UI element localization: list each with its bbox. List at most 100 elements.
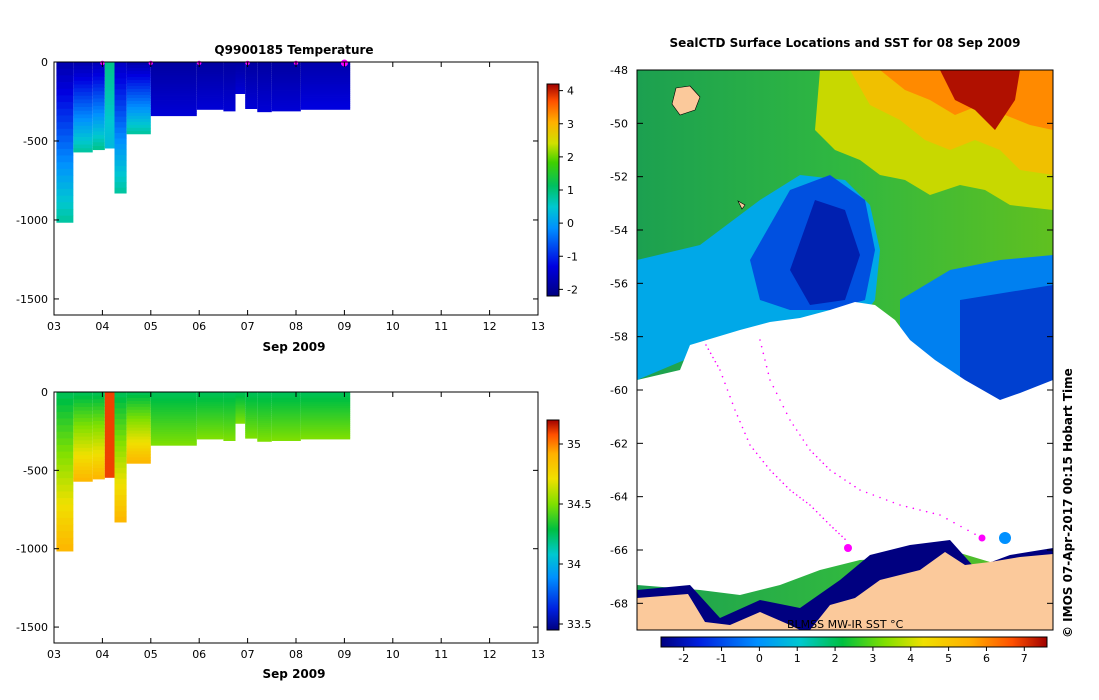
salinity-cell-1-23: [73, 477, 93, 482]
temperature-cell-1-8: [73, 92, 93, 97]
temperature-cell-4-22: [114, 182, 127, 189]
temperature-cell-10-3: [245, 67, 258, 71]
map-title: SealCTD Surface Locations and SST for 08…: [670, 36, 1021, 50]
seal-track2-dot-2-3: [799, 434, 801, 436]
salinity-cell-3-1: [104, 395, 115, 400]
salinity-cell-11-0: [257, 392, 272, 395]
salinity-cell-12-23: [271, 438, 301, 441]
salinity-cell-7-3: [196, 397, 224, 401]
seal-track2-dot-3-0: [809, 449, 811, 451]
map-y-tick-label--58: -58: [610, 331, 628, 344]
salinity-cell-6-4: [150, 400, 197, 404]
temperature-cell-13-2: [300, 65, 351, 69]
salinity-y-tick-label--1500: -1500: [16, 621, 48, 634]
temperature-cell-7-3: [196, 67, 224, 71]
salinity-x-tick-label-13: 13: [531, 648, 545, 661]
temperature-cell-7-22: [196, 105, 224, 108]
seal-track-dot-0-3: [712, 356, 714, 359]
temperature-cell-6-12: [150, 88, 197, 92]
temperature-cell-5-16: [126, 109, 151, 114]
temperature-cell-9-23: [235, 92, 246, 94]
salinity-cbar-tick-label-35: 35: [567, 438, 581, 451]
salinity-cell-3-22: [104, 470, 115, 475]
salinity-cell-11-12: [257, 416, 272, 420]
salinity-cell-7-18: [196, 427, 224, 430]
temperature-cell-4-9: [114, 111, 127, 118]
salinity-cell-9-18: [235, 415, 246, 418]
seal-track-dot-1-3: [726, 389, 729, 391]
temperature-cell-12-8: [271, 78, 301, 81]
seal-track2-dot-2-1: [792, 424, 795, 426]
salinity-cell-7-12: [196, 415, 224, 418]
salinity-cell-2-10: [92, 428, 105, 433]
seal-track-dot-2-0: [734, 409, 736, 411]
temperature-cell-11-16: [257, 95, 272, 98]
temperature-cell-12-7: [271, 76, 301, 79]
temperature-cell-3-6: [104, 83, 115, 88]
temperature-cell-4-8: [114, 105, 127, 112]
salinity-cell-12-4: [271, 400, 301, 403]
temperature-cell-1-7: [73, 88, 93, 93]
salinity-cell-7-7: [196, 405, 224, 409]
salinity-cell-11-17: [257, 426, 272, 430]
temperature-cell-1-15: [73, 118, 93, 123]
salinity-cell-2-22: [92, 471, 105, 476]
salinity-cell-7-5: [196, 401, 224, 405]
seal-track2-dot-6-2: [912, 507, 915, 510]
temperature-cell-1-19: [73, 133, 93, 138]
salinity-cell-9-9: [235, 403, 246, 406]
salinity-cell-11-10: [257, 412, 272, 416]
salinity-cell-3-16: [104, 448, 115, 453]
temperature-cell-2-18: [92, 127, 105, 132]
temperature-cell-7-23: [196, 107, 224, 110]
salinity-cell-6-1: [150, 394, 197, 397]
temperature-cell-7-1: [196, 63, 224, 67]
salinity-cell-8-20: [223, 432, 236, 435]
temperature-cell-5-19: [126, 118, 151, 123]
temperature-section-panel: Q9900185 Temperature 03 04 05 06 07 08 09 10 11 1…: [16, 43, 578, 354]
salinity-cell-12-6: [271, 404, 301, 407]
seal-track2-dot-3-5: [825, 465, 828, 468]
seal-track-dot-6-4: [822, 517, 825, 520]
seal-track2-dot-4-4: [849, 482, 851, 485]
temperature-cell-8-8: [223, 78, 236, 81]
salinity-cell-7-6: [196, 403, 224, 407]
salinity-cell-12-17: [271, 426, 301, 429]
temperature-cell-0-11: [56, 135, 74, 143]
temperature-cell-8-23: [223, 108, 236, 112]
temperature-cell-13-0: [300, 62, 351, 65]
salinity-cell-7-16: [196, 423, 224, 426]
seal-track2-dot-1-3: [779, 399, 781, 401]
temperature-cell-3-23: [104, 144, 115, 149]
salinity-cell-13-3: [300, 397, 351, 401]
salinity-cell-4-5: [114, 419, 127, 425]
temperature-cell-13-11: [300, 83, 351, 87]
map-y-tick-label--64: -64: [610, 491, 628, 504]
sst-colorbar: [660, 636, 1048, 648]
temperature-cell-6-22: [150, 111, 197, 114]
salinity-cell-4-2: [114, 402, 127, 409]
salinity-cell-11-2: [257, 396, 272, 399]
seal-track-dot-1-2: [724, 382, 726, 385]
temperature-cell-7-8: [196, 77, 224, 81]
temperature-cell-5-3: [126, 70, 151, 75]
salinity-cell-12-5: [271, 402, 301, 405]
temperature-cell-5-15: [126, 106, 151, 111]
temperature-cell-10-17: [245, 95, 258, 98]
temperature-cell-3-13: [104, 108, 115, 113]
seal-track2-dot-5-3: [879, 496, 881, 499]
seal-track-dot-6-0: [809, 504, 811, 506]
seal-track2-dot-3-1: [812, 452, 815, 455]
salinity-cell-11-23: [257, 439, 272, 442]
temperature-cell-13-23: [300, 107, 351, 110]
temperature-x-tick-label-04: 04: [95, 320, 109, 333]
salinity-cell-4-12: [114, 457, 127, 463]
salinity-cell-5-13: [126, 430, 151, 434]
temperature-cell-3-21: [104, 137, 115, 142]
seal-track2-dot-7-0: [939, 514, 941, 516]
temperature-cell-3-10: [104, 97, 115, 102]
sst-coldest-region: [790, 200, 860, 305]
temperature-cell-6-18: [150, 102, 197, 105]
salinity-cell-4-11: [114, 451, 127, 458]
